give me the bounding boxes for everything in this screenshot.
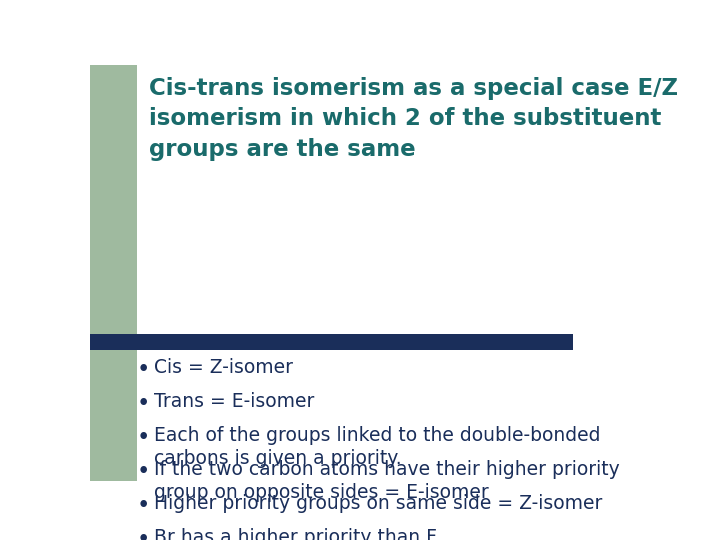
- Text: Higher priority groups on same side = Z-isomer: Higher priority groups on same side = Z-…: [154, 494, 603, 514]
- Text: •: •: [136, 460, 150, 483]
- Text: •: •: [136, 392, 150, 415]
- Text: Trans = E-isomer: Trans = E-isomer: [154, 392, 315, 411]
- Text: Each of the groups linked to the double-bonded
carbons is given a priority.: Each of the groups linked to the double-…: [154, 426, 600, 468]
- Bar: [90, 334, 572, 349]
- Text: Cis = Z-isomer: Cis = Z-isomer: [154, 358, 293, 377]
- Text: Br has a higher priority than F: Br has a higher priority than F: [154, 529, 437, 540]
- Text: •: •: [136, 529, 150, 540]
- Text: •: •: [136, 426, 150, 449]
- Bar: [90, 65, 138, 339]
- Bar: [90, 339, 138, 481]
- Text: If the two carbon atoms have their higher priority
group on opposite sides = E-i: If the two carbon atoms have their highe…: [154, 460, 620, 502]
- Text: •: •: [136, 358, 150, 381]
- Text: Cis-trans isomerism as a special case E/Z
isomerism in which 2 of the substituen: Cis-trans isomerism as a special case E/…: [148, 77, 678, 161]
- Text: •: •: [136, 494, 150, 517]
